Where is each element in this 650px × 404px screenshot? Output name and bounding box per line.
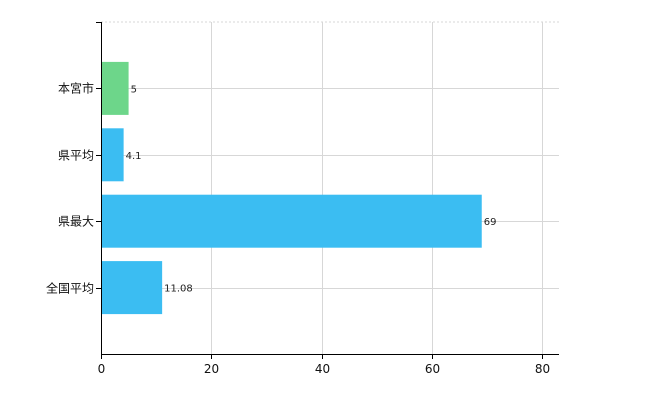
grid-lines	[101, 21, 559, 354]
category-label: 県平均	[58, 149, 94, 163]
data-label: 69	[484, 217, 497, 228]
x-tick-label: 0	[98, 362, 106, 376]
bar-2	[102, 128, 124, 182]
bars	[102, 61, 482, 315]
bar-3	[102, 194, 482, 248]
x-tick-label: 80	[535, 362, 550, 376]
data-label: 11.08	[164, 284, 193, 295]
category-label: 全国平均	[46, 281, 94, 296]
data-label: 4.1	[126, 151, 142, 162]
x-tick-label: 40	[315, 362, 330, 376]
category-label: 県最大	[58, 215, 94, 229]
category-label: 本宮市	[58, 81, 94, 96]
bar-1	[102, 61, 129, 115]
bar-4	[102, 261, 163, 315]
x-tick-label: 20	[204, 362, 219, 376]
axes	[96, 22, 559, 359]
x-tick-label: 60	[425, 362, 440, 376]
data-label: 5	[131, 84, 137, 95]
